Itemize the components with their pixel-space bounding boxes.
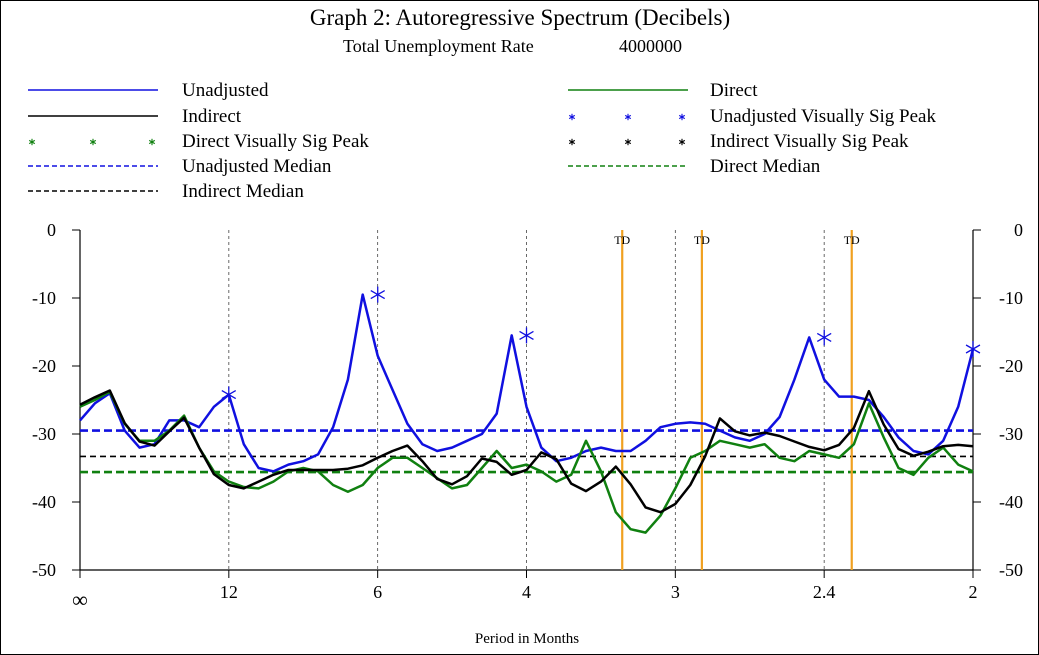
legend-star-marker <box>89 138 97 146</box>
star-stroke <box>624 139 632 145</box>
legend-item: Indirect Median <box>28 181 304 202</box>
legend-label: Indirect Median <box>182 181 304 202</box>
y-tick-label-right: -40 <box>999 492 1023 512</box>
peak-marker <box>816 329 832 346</box>
peak-marker <box>221 386 237 403</box>
td-label: TD <box>614 233 630 247</box>
legend-item: Indirect Visually Sig Peak <box>568 131 909 152</box>
x-tick-label: ∞ <box>72 587 88 612</box>
peak-marker <box>519 327 534 344</box>
legend-label: Unadjusted Median <box>182 156 332 177</box>
y-tick-label-right: -10 <box>999 288 1023 308</box>
star-stroke <box>519 330 534 340</box>
plot-area: 0 0 -10 -10 -20 -20 -30 -30 -40 -40 -50 -50 ∞ 12 6 4 3 2.… <box>32 220 1023 612</box>
legend-star-marker <box>568 138 576 146</box>
y-tick-label-left: -20 <box>32 356 56 376</box>
legend-label: Unadjusted <box>182 80 269 101</box>
star-stroke <box>370 290 386 300</box>
legend: Unadjusted Direct Indirect Unadjusted Visua… <box>28 80 936 202</box>
peak-marker <box>965 341 981 357</box>
legend-item: Unadjusted Median <box>28 156 332 177</box>
y-tick-label-right: -50 <box>999 560 1023 580</box>
x-tick-label: 4 <box>522 582 531 602</box>
x-tick-label: 6 <box>373 582 382 602</box>
y-tick-label-left: -30 <box>32 424 56 444</box>
star-stroke <box>624 114 632 120</box>
legend-label: Indirect <box>182 106 242 127</box>
legend-star-marker <box>28 138 36 146</box>
legend-item: Direct <box>568 80 758 101</box>
y-tick-label-right: 0 <box>1014 220 1023 240</box>
chart-subtitle: Total Unemployment Rate <box>343 36 534 56</box>
x-tick-label: 2.4 <box>813 582 836 602</box>
star-stroke <box>568 114 576 120</box>
star-stroke <box>148 139 156 145</box>
legend-label: Direct Visually Sig Peak <box>182 131 369 152</box>
series-line-direct <box>79 390 974 534</box>
legend-label: Direct <box>710 80 758 101</box>
x-tick-label: 12 <box>220 582 238 602</box>
legend-star-marker <box>678 138 686 146</box>
legend-item: Unadjusted <box>28 80 269 101</box>
star-stroke <box>678 114 686 120</box>
star-stroke <box>89 139 97 145</box>
legend-star-marker <box>148 138 156 146</box>
series-line-indirect <box>79 389 974 514</box>
y-tick-label-left: 0 <box>47 220 56 240</box>
chart-title: Graph 2: Autoregressive Spectrum (Decibe… <box>310 5 730 30</box>
star-stroke <box>568 139 576 145</box>
y-tick-label-right: -20 <box>999 356 1023 376</box>
x-axis-label: Period in Months <box>475 631 579 647</box>
legend-label: Unadjusted Visually Sig Peak <box>710 106 936 127</box>
legend-item: Direct Median <box>568 156 821 177</box>
series-code: 4000000 <box>619 36 682 56</box>
legend-item: Direct Visually Sig Peak <box>28 131 369 152</box>
star-stroke <box>28 139 36 145</box>
star-stroke <box>965 344 981 354</box>
y-tick-label-left: -50 <box>32 560 56 580</box>
td-label: TD <box>844 233 860 247</box>
x-tick-label: 3 <box>671 582 680 602</box>
legend-label: Direct Median <box>710 156 821 177</box>
y-tick-label-left: -40 <box>32 492 56 512</box>
star-stroke <box>678 139 686 145</box>
td-label: TD <box>694 233 710 247</box>
y-tick-label-left: -10 <box>32 288 56 308</box>
y-tick-label-right: -30 <box>999 424 1023 444</box>
legend-star-marker <box>678 113 686 121</box>
x-tick-label: 2 <box>969 582 978 602</box>
legend-star-marker <box>624 113 632 121</box>
legend-star-marker <box>624 138 632 146</box>
legend-item: Unadjusted Visually Sig Peak <box>568 106 936 127</box>
peak-marker <box>370 286 386 303</box>
star-stroke <box>221 389 237 400</box>
legend-label: Indirect Visually Sig Peak <box>710 131 909 152</box>
legend-star-marker <box>568 113 576 121</box>
star-stroke <box>816 332 832 343</box>
legend-item: Indirect <box>28 106 242 127</box>
